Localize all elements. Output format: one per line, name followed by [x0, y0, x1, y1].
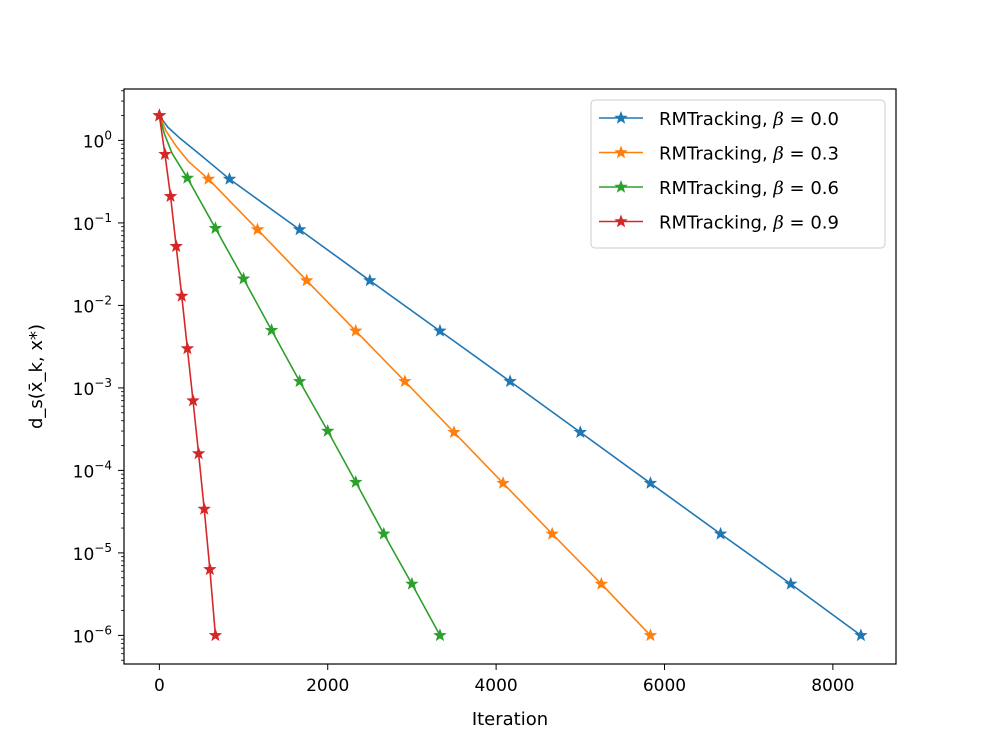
y-tick-label: 10−5 [73, 541, 112, 565]
data-point-marker [222, 172, 237, 185]
data-point-marker [363, 273, 377, 287]
legend-marker [614, 145, 628, 159]
y-tick-label: 10−3 [73, 376, 112, 400]
legend-label: RMTracking, β = 0.0 [659, 109, 839, 130]
legend-item: RMTracking, β = 0.6 [599, 178, 839, 199]
legend-label: RMTracking, β = 0.6 [659, 178, 839, 199]
data-point-marker [152, 108, 167, 122]
data-point-marker [197, 501, 211, 515]
x-axis-label: Iteration [472, 709, 548, 730]
series-line [158, 115, 862, 637]
series-3 [152, 108, 223, 642]
series-line [158, 115, 651, 636]
axis-ticks: 0 2000 4000 6000 8000 100 10−1 10−2 10−3 10−4 10−5… [73, 90, 854, 696]
data-point-marker [545, 526, 559, 540]
data-point-marker [158, 147, 172, 160]
x-tick-label: 6000 [643, 676, 686, 696]
series-1 [152, 108, 658, 642]
data-point-marker [349, 323, 363, 337]
y-tick-label: 100 [83, 128, 112, 152]
data-point-marker [713, 526, 728, 540]
data-point-marker [405, 576, 419, 590]
data-point-marker [163, 189, 178, 203]
legend-marker [614, 214, 628, 228]
x-tick-label: 0 [154, 676, 165, 696]
data-point-marker [169, 239, 183, 253]
data-point-marker [180, 341, 195, 355]
data-point-marker [784, 576, 798, 590]
legend-box [590, 99, 886, 249]
data-point-marker [503, 374, 517, 388]
data-point-marker [208, 628, 223, 642]
data-point-marker [208, 221, 223, 235]
x-tick-label: 2000 [306, 676, 349, 696]
legend-marker [614, 110, 628, 124]
data-point-marker [496, 476, 510, 489]
data-point-marker [643, 628, 658, 642]
y-tick-label: 10−2 [73, 293, 112, 317]
data-point-marker [643, 476, 658, 489]
y-tick-label: 10−1 [73, 211, 112, 235]
y-tick-label: 10−6 [73, 623, 112, 647]
data-point-marker [433, 323, 447, 337]
legend: RMTracking, β = 0.0 RMTracking, β = 0.3 RM… [590, 99, 886, 249]
data-point-marker [377, 526, 391, 540]
axes-frame [123, 88, 897, 665]
data-point-marker [433, 628, 447, 642]
data-point-marker [398, 374, 412, 388]
data-point-marker [594, 576, 609, 590]
data-point-marker [573, 425, 588, 438]
data-point-marker [854, 628, 868, 642]
data-point-marker [292, 222, 307, 236]
data-point-marker [203, 562, 217, 576]
data-point-marker [321, 423, 335, 437]
data-point-marker [250, 222, 265, 236]
data-point-marker [264, 323, 279, 336]
legend-marker [614, 179, 628, 193]
data-point-marker [191, 446, 206, 460]
legend-item: RMTracking, β = 0.3 [599, 144, 839, 165]
y-axis-label: d_s(x̄_k, x*) [26, 324, 47, 429]
y-tick-label: 10−4 [73, 458, 112, 482]
data-point-marker [299, 273, 314, 287]
legend-item: RMTracking, β = 0.0 [599, 109, 839, 130]
data-point-marker [292, 374, 307, 388]
x-tick-label: 4000 [474, 676, 517, 696]
legend-label: RMTracking, β = 0.9 [659, 213, 839, 234]
x-tick-label: 8000 [811, 676, 854, 696]
data-point-marker [447, 425, 461, 438]
data-point-marker [180, 170, 195, 184]
plot-area [152, 108, 868, 642]
data-point-marker [201, 172, 216, 185]
data-point-marker [175, 288, 189, 302]
legend-item: RMTracking, β = 0.9 [599, 213, 839, 234]
data-point-marker [349, 475, 363, 488]
legend-label: RMTracking, β = 0.3 [659, 144, 839, 165]
data-point-marker [186, 393, 200, 407]
series-2 [152, 108, 447, 642]
data-point-marker [236, 271, 251, 285]
